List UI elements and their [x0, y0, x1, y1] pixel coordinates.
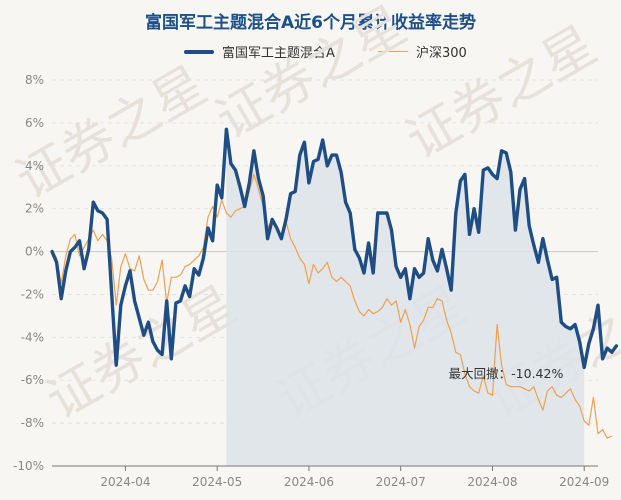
x-axis-ticks: 2024-04 2024-05 2024-06 2024-07 2024-08 2024-… [100, 466, 609, 489]
y-axis-ticks: 8% 6% 4% 2% 0% -2% -4% -6% -8% -10% [13, 73, 44, 473]
watermark-text: 证券之星 [207, 0, 417, 151]
drawdown-region [226, 129, 585, 467]
watermark-text: 证券之星 [397, 15, 607, 171]
y-tick-label: -2% [21, 287, 44, 301]
chart-title: 富国军工主题混合A近6个月累计收益率走势 [145, 13, 476, 33]
y-tick-label: 8% [25, 73, 44, 87]
y-tick-label: 4% [25, 159, 44, 173]
x-tick-label: 2024-08 [467, 475, 517, 489]
y-tick-label: 0% [25, 245, 44, 259]
legend-label-fund: 富国军工主题混合A [222, 46, 335, 61]
legend-swatch-index [378, 50, 408, 53]
x-tick-label: 2024-06 [284, 475, 334, 489]
series-line-fund [50, 127, 619, 370]
y-tick-label: -8% [21, 416, 44, 430]
legend-label-index: 沪深300 [416, 46, 467, 61]
max-drawdown-annotation: 最大回撤：-10.42% [449, 366, 564, 381]
series-line-index [51, 173, 613, 439]
y-tick-label: -4% [21, 330, 44, 344]
y-tick-label: -6% [21, 373, 44, 387]
legend-item-fund[interactable]: 富国军工主题混合A [184, 42, 335, 61]
legend-item-index[interactable]: 沪深300 [378, 42, 467, 61]
legend: 富国军工主题混合A 沪深300 [0, 42, 621, 62]
x-tick-label: 2024-07 [376, 475, 426, 489]
x-tick-label: 2024-04 [100, 475, 150, 489]
y-tick-label: 6% [25, 116, 44, 130]
x-tick-label: 2024-09 [559, 475, 609, 489]
legend-swatch-fund [184, 49, 214, 54]
x-tick-label: 2024-05 [192, 475, 242, 489]
watermark-text: 证券之星 [37, 275, 247, 431]
y-tick-label: 2% [25, 202, 44, 216]
y-tick-label: -10% [13, 459, 44, 473]
